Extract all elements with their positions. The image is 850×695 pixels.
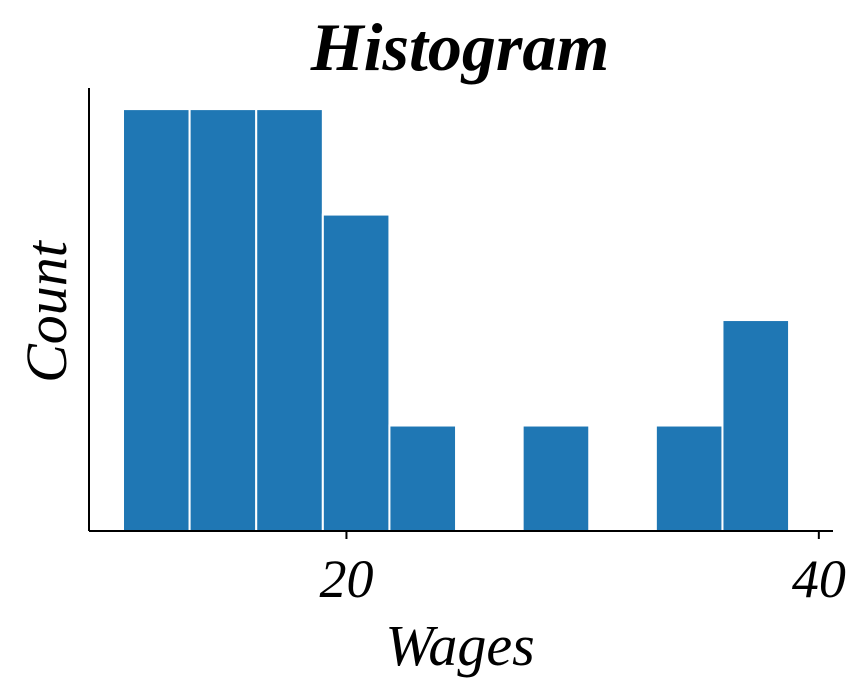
histogram-bar [255, 108, 324, 532]
x-tick-label: 20 [319, 549, 373, 609]
histogram-bar [388, 424, 458, 532]
histogram-bar [654, 424, 724, 532]
chart-title: Histogram [310, 9, 610, 85]
y-axis-label: Count [14, 239, 79, 383]
histogram-bar [721, 319, 791, 532]
histogram-bar [521, 424, 591, 532]
x-ticks: 20 40 [319, 531, 846, 609]
histogram-bars [122, 108, 791, 532]
histogram-bar [122, 108, 191, 532]
x-axis-label: Wages [385, 613, 534, 678]
histogram-bar [188, 108, 258, 532]
histogram-bar [321, 213, 391, 532]
x-tick-label: 40 [792, 549, 846, 609]
